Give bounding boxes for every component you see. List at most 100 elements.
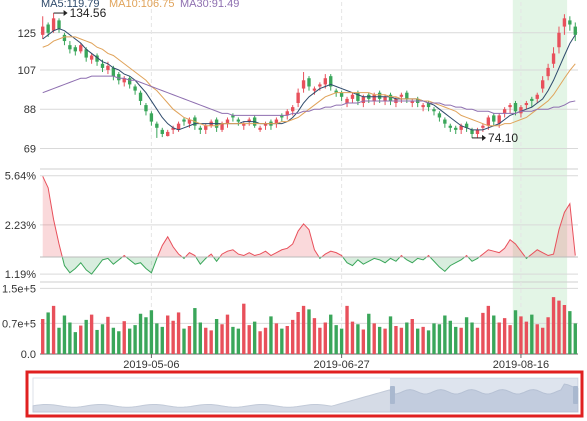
candle-body <box>323 78 327 85</box>
volume-bar <box>214 319 219 354</box>
candle-body <box>280 115 284 118</box>
volume-bar <box>334 325 338 354</box>
volume-bar <box>296 312 300 354</box>
candle-body <box>182 119 186 122</box>
volume-bar <box>247 325 251 354</box>
volume-bar <box>551 297 556 354</box>
volume-bar <box>127 328 132 354</box>
volume-bar <box>339 328 344 354</box>
zoom-handle-left[interactable] <box>389 386 395 404</box>
candle-body <box>263 123 268 126</box>
volume-bar <box>410 319 414 354</box>
min-marker-arrow <box>482 134 487 141</box>
candle-body <box>220 123 224 130</box>
volume-bar <box>492 315 496 354</box>
volume-bar <box>350 321 355 354</box>
candle-body <box>166 131 170 137</box>
candle-body <box>383 96 387 101</box>
candle-body <box>133 86 137 91</box>
volume-bar <box>89 314 94 354</box>
volume-tick-label: 0.7e+5 <box>2 318 36 330</box>
volume-tick-label: 0.0 <box>21 349 36 361</box>
volume-bar <box>252 321 257 354</box>
candle-body <box>95 55 99 62</box>
volume-bar <box>519 316 523 354</box>
oscillator-tick-label: 1.19% <box>5 269 36 281</box>
volume-bar <box>231 326 235 354</box>
ma30-line <box>42 75 576 116</box>
volume-bar <box>133 325 137 354</box>
volume-bar <box>372 323 376 354</box>
candle-body <box>546 67 550 77</box>
volume-bar <box>171 320 175 354</box>
volume-bar <box>291 319 295 354</box>
volume-bar <box>486 305 491 354</box>
candle-body <box>551 53 556 64</box>
volume-bar <box>416 328 420 354</box>
volume-bar <box>144 317 148 354</box>
max-price-label: 134.56 <box>70 6 107 20</box>
candle-body <box>361 96 366 104</box>
candle-body <box>204 125 208 130</box>
candle-body <box>530 98 534 101</box>
volume-bar <box>242 303 246 354</box>
candle-body <box>377 92 382 99</box>
volume-bar <box>204 327 208 354</box>
volume-bar <box>459 327 463 354</box>
candle-body <box>405 92 409 99</box>
candle-body <box>258 127 262 130</box>
volume-bar <box>51 305 56 354</box>
candle-body <box>100 63 105 68</box>
volume-bar <box>443 315 447 354</box>
volume-bar <box>57 327 61 354</box>
volume-bar <box>454 326 458 354</box>
x-tick-label: 2019-05-06 <box>123 359 179 371</box>
candle-body <box>562 18 567 27</box>
candle-body <box>198 127 202 130</box>
volume-bar <box>111 327 116 354</box>
candle-body <box>51 18 56 31</box>
volume-bar <box>367 313 371 354</box>
volume-bar <box>209 330 213 354</box>
volume-bar <box>198 322 202 354</box>
volume-bar <box>464 317 469 354</box>
volume-bar <box>258 331 262 354</box>
oscillator-tick-label: 5.64% <box>5 171 36 183</box>
candle-body <box>356 92 360 101</box>
candle-body <box>443 119 447 124</box>
volume-bar <box>426 330 431 354</box>
volume-bar <box>388 316 393 354</box>
candle-body <box>117 74 121 81</box>
candle-body <box>432 109 436 112</box>
volume-bar <box>356 324 360 354</box>
candle-body <box>296 92 300 104</box>
volume-bar <box>187 326 192 354</box>
candle-body <box>89 55 94 60</box>
oscillator-positive-area <box>42 176 576 257</box>
volume-bar <box>182 328 186 354</box>
zoom-selected-window[interactable] <box>389 378 578 412</box>
candle-body <box>350 94 355 99</box>
price-tick-label: 69 <box>24 143 36 155</box>
volume-bar <box>307 309 311 354</box>
volume-bar <box>285 326 289 354</box>
zoom-handle-right[interactable] <box>573 386 578 404</box>
price-tick-label: 125 <box>18 28 36 40</box>
volume-bar <box>269 316 273 354</box>
volume-bar <box>149 310 154 354</box>
volume-bar <box>432 323 436 354</box>
volume-tick-label: 1.5e+5 <box>2 283 36 295</box>
volume-bar <box>394 326 398 354</box>
volume-bar <box>377 326 382 354</box>
candle-body <box>334 90 338 93</box>
min-price-label: 74.10 <box>488 131 518 145</box>
volume-bar <box>62 315 67 354</box>
volume-bar <box>399 327 404 354</box>
candle-body <box>486 117 491 126</box>
candle-body <box>399 94 404 97</box>
volume-bar <box>361 329 366 354</box>
volume-bar <box>68 322 72 354</box>
oscillator-tick-label: 2.23% <box>5 220 36 232</box>
candle-body <box>236 119 241 122</box>
volume-bar <box>421 326 425 354</box>
